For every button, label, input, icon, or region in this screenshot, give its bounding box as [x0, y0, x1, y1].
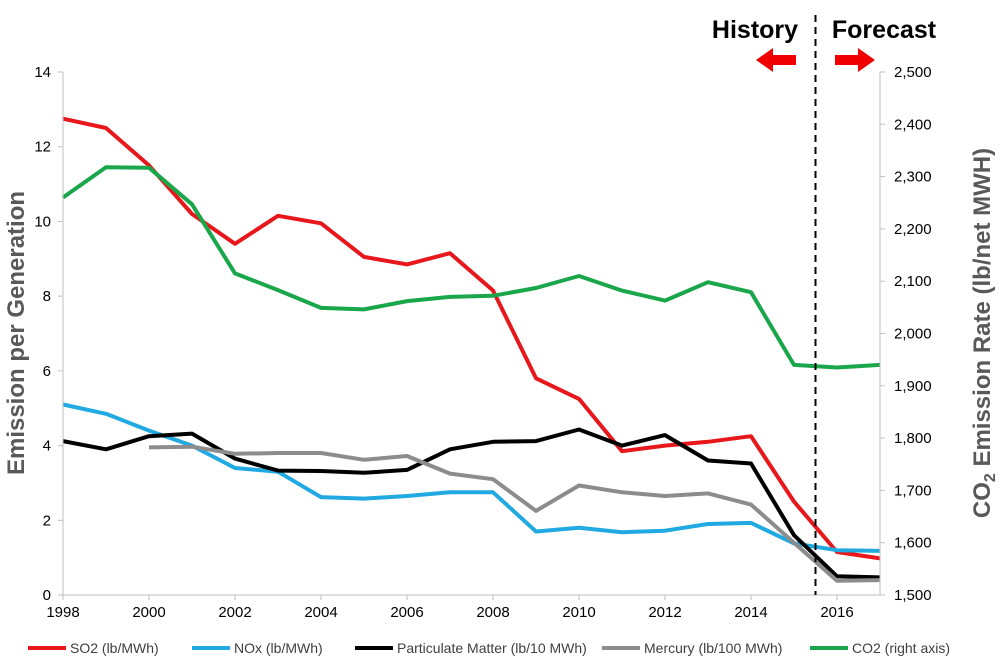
forecast-label: Forecast [832, 16, 937, 44]
legend-label-nox: NOx (lb/MWh) [234, 640, 323, 656]
series-line-co2 [61, 165, 881, 370]
y-tick-label: 8 [43, 288, 51, 305]
series-line-mercury [148, 444, 881, 583]
history-arrow-icon [756, 48, 796, 72]
x-tick-label: 2014 [734, 604, 767, 621]
x-tick-label: 2004 [304, 604, 337, 621]
x-tick-label: 2002 [218, 604, 251, 621]
y-tick-label: 4 [43, 438, 51, 455]
y2-tick-label: 1,500 [894, 587, 932, 604]
x-tick-label: 2000 [132, 604, 165, 621]
y2-tick-label: 2,500 [894, 64, 932, 81]
y-tick-label: 14 [34, 64, 51, 81]
y2-axis-title: CO2 Emission Rate (lb/net MWH) [969, 148, 999, 518]
series-line-particulate [62, 427, 881, 580]
y2-tick-label: 1,700 [894, 482, 932, 499]
history-label: History [712, 16, 798, 44]
y2-tick-label: 2,300 [894, 169, 932, 186]
x-tick-label: 2006 [390, 604, 423, 621]
legend-label-co2: CO2 (right axis) [852, 640, 950, 656]
y2-tick-label: 1,900 [894, 378, 932, 395]
y-tick-label: 12 [34, 139, 51, 156]
legend-label-particulate: Particulate Matter (lb/10 MWh) [397, 640, 587, 656]
y2-tick-label: 2,200 [894, 221, 932, 238]
x-tick-label: 2016 [820, 604, 853, 621]
y-tick-label: 0 [43, 587, 51, 604]
legend-label-mercury: Mercury (lb/100 MWh) [644, 640, 782, 656]
y2-axis-title-prefix: CO [969, 482, 996, 518]
y2-tick-label: 2,400 [894, 116, 932, 133]
y2-axis-title-subscript: 2 [982, 473, 999, 482]
y2-tick-label: 2,100 [894, 273, 932, 290]
legend: SO2 (lb/MWh) NOx (lb/MWh) Particulate Matt… [28, 640, 950, 656]
y2-tick-label: 1,600 [894, 535, 932, 552]
y2-tick-label: 2,000 [894, 326, 932, 343]
axes: 0 2 4 6 8 10 12 14 1,500 1,600 1,700 1,800 1,900 2,00… [34, 15, 932, 621]
x-tick-label: 2008 [476, 604, 509, 621]
legend-label-so2: SO2 (lb/MWh) [70, 640, 159, 656]
forecast-arrow-icon [835, 48, 875, 72]
y2-axis-title-suffix: Emission Rate (lb/net MWH) [969, 148, 996, 473]
x-tick-label: 2010 [562, 604, 595, 621]
y-tick-label: 10 [34, 213, 51, 230]
y-axis-title: Emission per Generation [3, 191, 30, 475]
x-tick-label: 2012 [648, 604, 681, 621]
series-lines [61, 116, 881, 583]
y-tick-label: 2 [43, 512, 51, 529]
y-tick-label: 6 [43, 363, 51, 380]
y2-tick-label: 1,800 [894, 430, 932, 447]
x-tick-label: 1998 [46, 604, 79, 621]
